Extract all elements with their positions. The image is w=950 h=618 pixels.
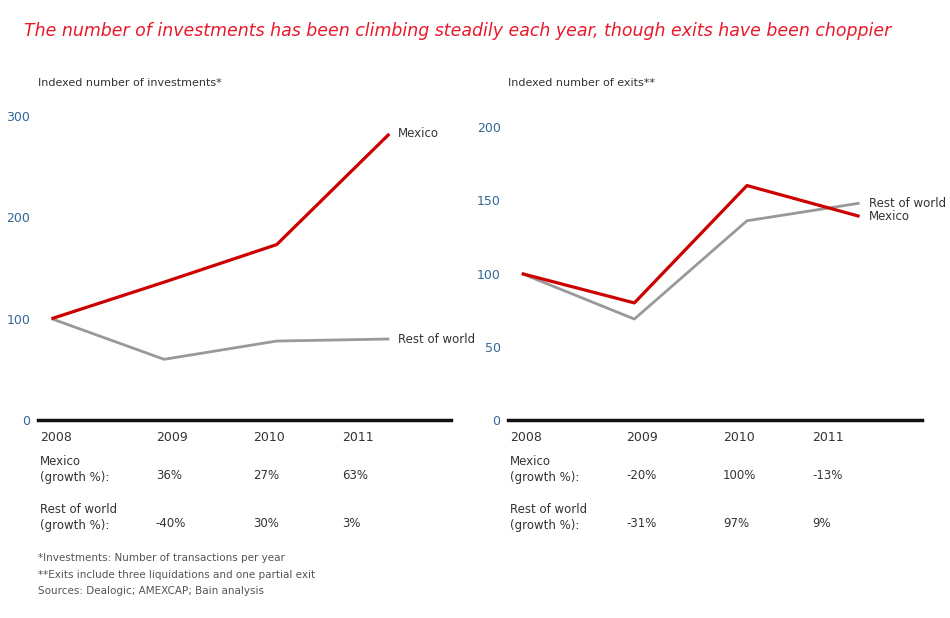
- Text: 100%: 100%: [723, 468, 756, 481]
- Text: 2009: 2009: [156, 431, 187, 444]
- Text: -31%: -31%: [626, 517, 656, 530]
- Text: The number of investments has been climbing steadily each year, though exits hav: The number of investments has been climb…: [24, 22, 891, 40]
- Text: 2008: 2008: [40, 431, 72, 444]
- Text: -40%: -40%: [156, 517, 186, 530]
- Text: 2011: 2011: [812, 431, 844, 444]
- Text: Mexico
(growth %):: Mexico (growth %):: [510, 455, 580, 484]
- Text: -20%: -20%: [626, 468, 656, 481]
- Text: 9%: 9%: [812, 517, 830, 530]
- Text: ...while exits severely decreased in 2011: ...while exits severely decreased in 201…: [571, 61, 859, 74]
- Text: 97%: 97%: [723, 517, 750, 530]
- Text: Mexico: Mexico: [868, 210, 909, 223]
- Text: 2010: 2010: [253, 431, 285, 444]
- Text: Indexed number of exits**: Indexed number of exits**: [508, 78, 656, 88]
- Text: Rest of world: Rest of world: [398, 332, 475, 345]
- Text: 2010: 2010: [723, 431, 755, 444]
- Text: Mexico: Mexico: [398, 127, 439, 140]
- Text: **Exits include three liquidations and one partial exit: **Exits include three liquidations and o…: [38, 570, 315, 580]
- Text: 2011: 2011: [342, 431, 373, 444]
- Text: Investments compare positively with other markets...: Investments compare positively with othe…: [56, 61, 433, 74]
- Text: 63%: 63%: [342, 468, 368, 481]
- Text: 3%: 3%: [342, 517, 360, 530]
- Text: 30%: 30%: [253, 517, 278, 530]
- Text: Rest of world
(growth %):: Rest of world (growth %):: [510, 503, 587, 532]
- Text: -13%: -13%: [812, 468, 843, 481]
- Text: 2009: 2009: [626, 431, 657, 444]
- Text: Rest of world
(growth %):: Rest of world (growth %):: [40, 503, 117, 532]
- Text: 2008: 2008: [510, 431, 542, 444]
- Text: Sources: Dealogic; AMEXCAP; Bain analysis: Sources: Dealogic; AMEXCAP; Bain analysi…: [38, 586, 264, 596]
- Text: 27%: 27%: [253, 468, 279, 481]
- Text: Mexico
(growth %):: Mexico (growth %):: [40, 455, 109, 484]
- Text: 36%: 36%: [156, 468, 181, 481]
- Text: *Investments: Number of transactions per year: *Investments: Number of transactions per…: [38, 553, 285, 563]
- Text: Indexed number of investments*: Indexed number of investments*: [38, 78, 221, 88]
- Text: Rest of world: Rest of world: [868, 197, 945, 210]
